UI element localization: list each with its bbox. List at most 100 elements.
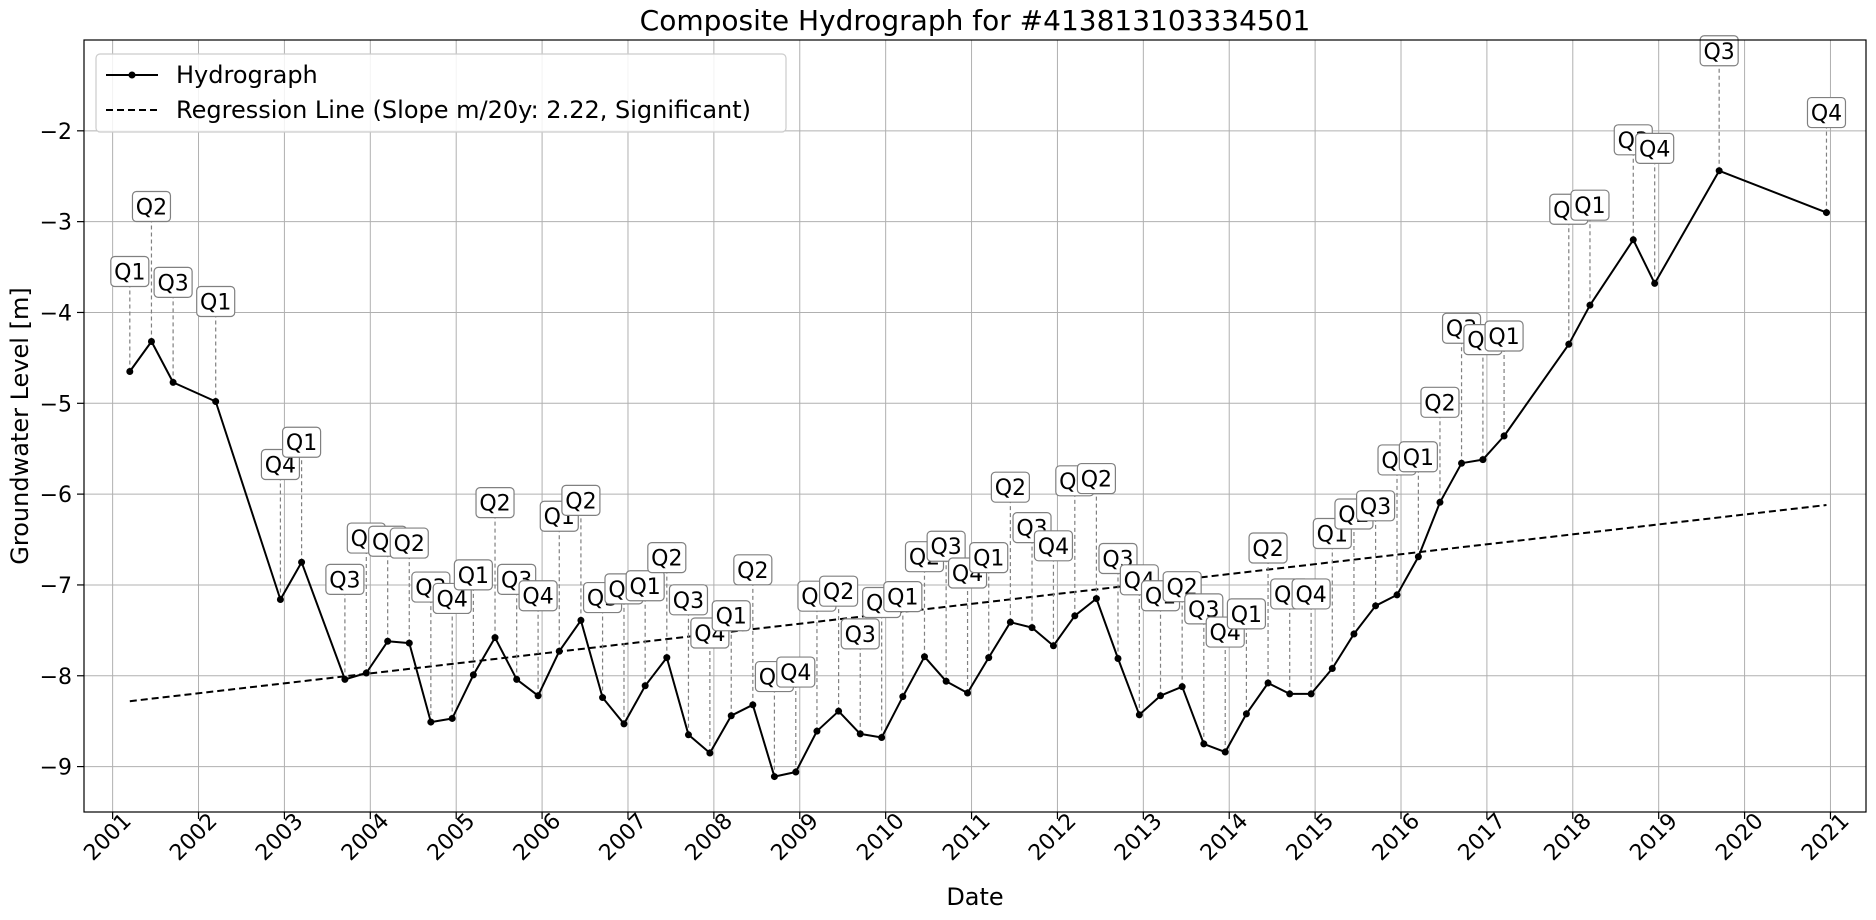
quarter-label-box	[1635, 132, 1675, 165]
quarter-label-box	[1184, 593, 1224, 625]
x-tick-label: 2014	[1196, 809, 1253, 866]
x-axis-label: Date	[946, 883, 1003, 911]
hydrograph-point	[813, 727, 821, 735]
quarter-label-box	[1291, 578, 1331, 610]
hydrograph-point	[835, 707, 843, 715]
quarter-label: Q1	[200, 290, 231, 315]
hydrograph-point	[276, 595, 284, 603]
quarter-label-box	[110, 255, 150, 288]
quarter-label: Q4	[1811, 102, 1842, 127]
hydrograph-point	[1458, 459, 1466, 467]
quarter-label-box	[733, 554, 773, 586]
x-tick-label: 2018	[1540, 809, 1597, 866]
x-tick-label: 2017	[1454, 809, 1511, 866]
hydrograph-point	[1372, 602, 1380, 610]
quarter-label-box	[883, 581, 923, 613]
quarter-label-box	[1076, 462, 1116, 495]
hydrograph-point	[362, 669, 370, 677]
quarter-label-box	[475, 487, 515, 519]
hydrograph-point	[577, 616, 585, 624]
hydrograph-point	[1629, 236, 1637, 244]
quarter-label-box	[1699, 35, 1739, 67]
hydrograph-point	[599, 694, 607, 702]
chart-title: Composite Hydrograph for #41381310333450…	[640, 4, 1311, 37]
hydrograph-point	[341, 675, 349, 683]
quarter-label: Q1	[1574, 194, 1605, 219]
hydrograph-point	[1651, 279, 1659, 287]
quarter-label-box	[1226, 598, 1267, 630]
quarter-label: Q1	[114, 261, 145, 286]
y-axis-label: Groundwater Level [m]	[6, 287, 34, 564]
hydrograph-point	[1264, 679, 1272, 687]
hydrograph-point	[1286, 690, 1294, 698]
quarter-label: Q1	[629, 575, 660, 600]
quarter-label: Q1	[458, 564, 489, 589]
quarter-label-box	[389, 527, 429, 559]
hydrograph-point	[147, 338, 155, 346]
quarter-label: Q1	[286, 431, 317, 456]
hydrograph-point	[427, 718, 435, 726]
plot-frame	[83, 39, 1867, 813]
quarter-label-box	[1570, 189, 1610, 221]
x-tick-label: 2002	[165, 809, 222, 866]
quarter-label-box	[281, 426, 322, 458]
quarter-label-box	[969, 541, 1009, 574]
x-tick-label: 2003	[251, 809, 308, 866]
hydrograph-point	[384, 637, 392, 645]
hydrograph-point	[1586, 301, 1594, 309]
hydrograph-point	[1414, 553, 1422, 561]
hydrograph-point	[770, 773, 778, 781]
hydrograph-point	[1307, 690, 1315, 698]
quarter-label-box	[818, 575, 859, 607]
quarter-label: Q4	[780, 661, 811, 686]
x-tick-label: 2020	[1711, 809, 1768, 866]
hydrograph-point	[985, 654, 993, 662]
legend-regression-label: Regression Line (Slope m/20y: 2.22, Sign…	[176, 96, 751, 124]
legend-box	[95, 53, 787, 133]
hydrograph-point	[749, 701, 757, 709]
quarter-label-box	[1420, 386, 1460, 418]
hydrograph-point	[727, 712, 735, 720]
quarter-label: Q2	[136, 196, 167, 221]
hydrograph-point	[126, 368, 134, 376]
quarter-label: Q2	[479, 492, 510, 517]
x-tick-label: 2021	[1797, 809, 1854, 866]
quarter-label-box	[1355, 490, 1396, 522]
hydrograph-point	[1350, 630, 1358, 638]
quarter-label: Q3	[1703, 40, 1734, 65]
quarter-label-box	[1398, 441, 1438, 473]
quarter-label: Q4	[437, 587, 468, 612]
regression-line	[129, 504, 1827, 703]
x-tick-label: 2013	[1110, 809, 1167, 866]
hydrograph-point	[469, 671, 477, 679]
quarter-label: Q2	[1081, 468, 1112, 493]
hydrograph-point	[1049, 642, 1057, 650]
legend: Hydrograph Regression Line (Slope m/20y:…	[95, 53, 787, 133]
quarter-label: Q4	[1639, 137, 1670, 162]
hydrograph-point	[169, 378, 177, 386]
hydrograph-point	[792, 768, 800, 776]
quarter-label: Q2	[1252, 537, 1283, 562]
y-tick-label: −4	[40, 301, 72, 326]
hydrograph-point	[964, 689, 972, 697]
quarter-label: Q4	[1038, 535, 1069, 560]
hydrograph-point	[1200, 740, 1208, 748]
quarter-label: Q1	[887, 586, 918, 611]
hydrograph-point	[706, 749, 714, 757]
quarter-label-box	[776, 656, 816, 688]
quarter-label: Q2	[737, 559, 768, 584]
quarter-label-box	[1484, 320, 1524, 352]
hydrograph-point	[1565, 340, 1573, 348]
quarter-label: Q1	[716, 605, 747, 630]
y-tick-label: −2	[40, 120, 72, 145]
quarter-label: Q2	[995, 476, 1026, 501]
legend-hydrograph-label: Hydrograph	[176, 61, 318, 89]
hydrograph-point	[1822, 209, 1830, 217]
hydrograph-line	[128, 169, 1827, 778]
x-tick-label: 2004	[337, 809, 394, 866]
legend-hydrograph-marker	[128, 71, 136, 79]
quarter-label-box	[561, 484, 601, 516]
quarter-label-box	[518, 580, 558, 612]
quarter-label-box	[1248, 532, 1288, 564]
quarter-label-box	[1806, 96, 1847, 129]
